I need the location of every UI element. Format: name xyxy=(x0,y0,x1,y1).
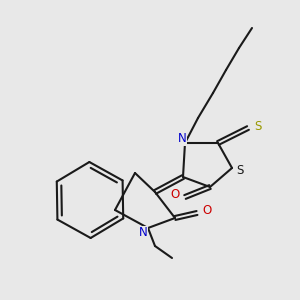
Text: O: O xyxy=(202,205,211,218)
Text: N: N xyxy=(178,133,186,146)
Text: N: N xyxy=(139,226,147,239)
Text: S: S xyxy=(254,119,262,133)
Text: S: S xyxy=(236,164,244,176)
Text: O: O xyxy=(170,188,180,202)
